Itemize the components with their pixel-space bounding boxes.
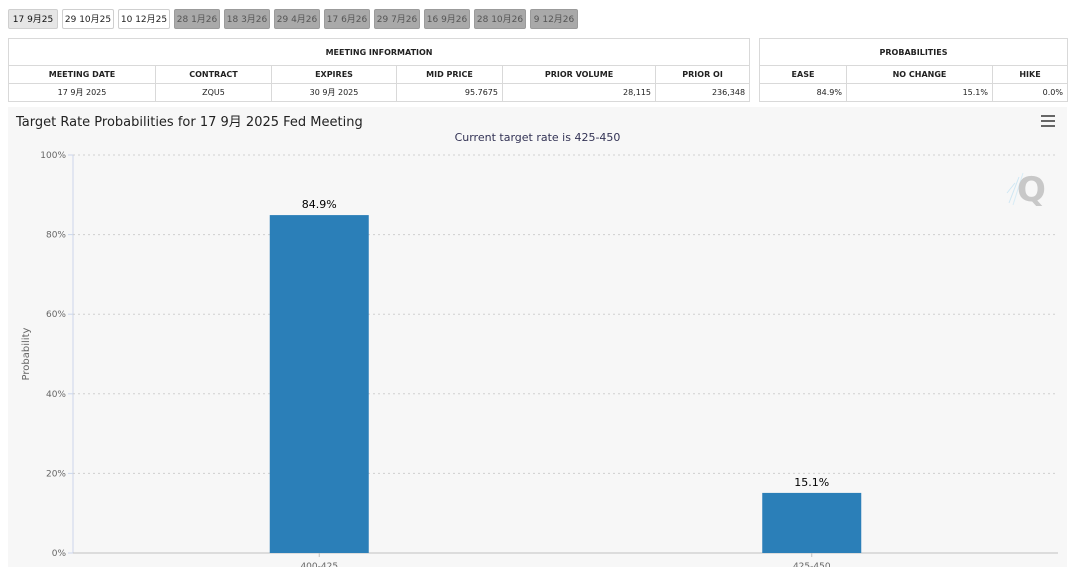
meeting-cell-2: 30 9月 2025: [271, 83, 397, 102]
meeting-col-header-2: EXPIRES: [271, 65, 397, 84]
tab-7: 17 6月26: [324, 9, 370, 29]
y-tick-label: 80%: [46, 231, 66, 241]
chart-title: Target Rate Probabilities for 17 9月 2025…: [16, 115, 363, 130]
meeting-col-header-0: MEETING DATE: [8, 65, 156, 84]
y-axis-label: Probability: [21, 327, 32, 380]
probability-cell-0: 84.9%: [759, 83, 847, 102]
bar-400-425[interactable]: [269, 215, 369, 553]
y-tick-label: 40%: [46, 390, 66, 400]
bar-data-label: 15.1%: [794, 476, 829, 489]
probability-col-header-1: NO CHANGE: [846, 65, 993, 84]
meeting-information-header: MEETING INFORMATION: [7, 38, 751, 66]
bar-chart: 0% 20% 40% 60% 80% 100% Probability 84.9% 400-42…: [21, 151, 1058, 567]
tab-4: 28 1月26: [174, 9, 220, 29]
x-tick-label: 400-425: [300, 562, 338, 567]
tab-2[interactable]: 29 10月25: [62, 9, 114, 29]
y-tick-label: 0%: [52, 549, 67, 559]
probability-cell-2: 0.0%: [992, 83, 1068, 102]
chart-subtitle: Current target rate is 425-450: [454, 131, 621, 144]
meeting-cell-4: 28,115: [502, 83, 656, 102]
chart-panel: Target Rate Probabilities for 17 9月 2025…: [8, 107, 1067, 567]
probabilities-table: PROBABILITIES EASE NO CHANGE HIKE 84.9% 15.…: [759, 38, 1068, 102]
tab-3[interactable]: 10 12月25: [118, 9, 170, 29]
meeting-cell-1: ZQU5: [155, 83, 272, 102]
probability-col-header-2: HIKE: [992, 65, 1068, 84]
y-tick-label: 20%: [46, 469, 66, 479]
tab-9: 16 9月26: [424, 9, 470, 29]
y-tick-label: 100%: [40, 151, 66, 161]
tab-6: 29 4月26: [274, 9, 320, 29]
watermark-logo-icon: Q: [1006, 170, 1046, 210]
meeting-col-header-3: MID PRICE: [396, 65, 503, 84]
x-tick-label: 425-450: [793, 562, 831, 567]
meeting-information-table: MEETING INFORMATION MEETING DATE CONTRACT…: [7, 38, 751, 102]
probabilities-header: PROBABILITIES: [759, 38, 1068, 66]
probability-col-header-0: EASE: [759, 65, 847, 84]
bar-425-450[interactable]: [762, 492, 862, 553]
meeting-col-header-1: CONTRACT: [155, 65, 272, 84]
tab-11: 9 12月26: [530, 9, 578, 29]
bar-data-label: 84.9%: [302, 198, 337, 211]
tab-1[interactable]: 17 9月25: [8, 9, 58, 29]
meeting-cell-5: 236,348: [654, 83, 751, 102]
tab-5: 18 3月26: [224, 9, 270, 29]
meeting-cell-0: 17 9月 2025: [8, 83, 156, 102]
meeting-col-header-4: PRIOR VOLUME: [502, 65, 656, 84]
y-tick-label: 60%: [46, 310, 66, 320]
svg-text:Q: Q: [1017, 170, 1046, 210]
meeting-col-header-5: PRIOR OI: [654, 65, 751, 84]
hamburger-menu-icon[interactable]: [1041, 115, 1055, 127]
probability-cell-1: 15.1%: [846, 83, 993, 102]
tab-10: 28 10月26: [474, 9, 526, 29]
tab-8: 29 7月26: [374, 9, 420, 29]
meeting-cell-3: 95.7675: [396, 83, 503, 102]
